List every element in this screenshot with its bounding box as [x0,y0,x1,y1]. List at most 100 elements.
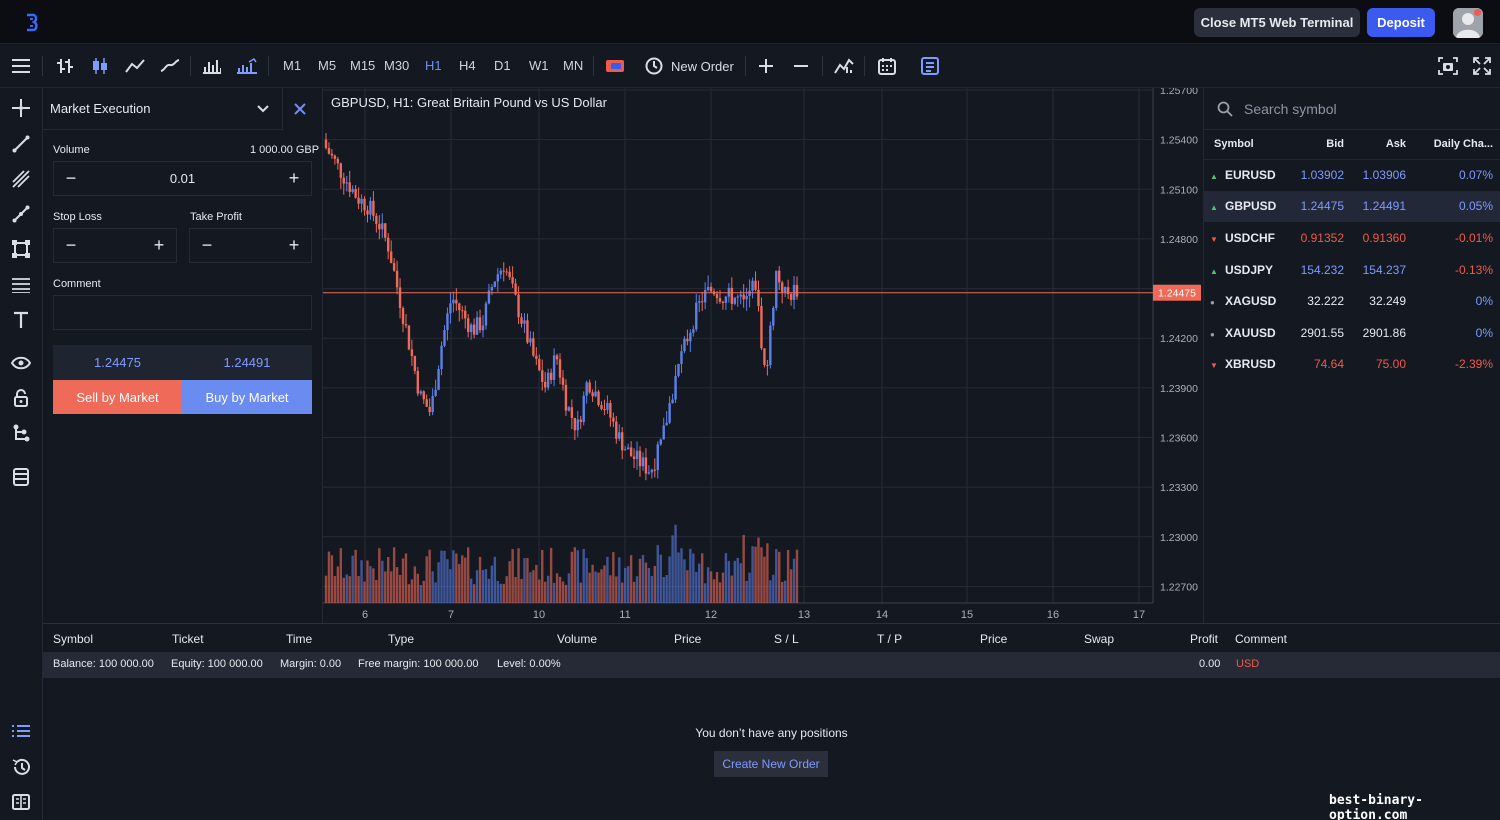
search-input[interactable] [1244,98,1484,120]
column-header-comment[interactable]: Comment [1235,632,1288,646]
take-profit-increase-button[interactable]: + [288,235,300,255]
table-row[interactable]: ▼ XBRUSD 74.64 75.00 -2.39% [1204,349,1500,381]
take-profit-decrease-button[interactable]: − [201,235,213,255]
text-tool-icon[interactable] [9,308,33,332]
ask-cell: 0.91360 [1362,230,1406,245]
positions-list-icon[interactable] [9,720,33,744]
column-header-price[interactable]: Price [674,632,702,646]
column-header-take-profit[interactable]: T / P [877,632,903,646]
timeframe-m30[interactable]: M30 [384,58,410,73]
candlestick-chart-icon[interactable] [88,54,112,78]
symbol-cell[interactable]: ▼ USDCHF [1204,222,1290,254]
calendar-icon[interactable] [875,54,899,78]
channel-icon[interactable] [9,167,33,191]
column-header-type[interactable]: Type [388,632,415,646]
history-icon[interactable] [9,755,33,779]
timeframe-w1[interactable]: W1 [529,58,549,73]
line-chart-icon[interactable] [123,54,147,78]
candle-body [348,182,351,192]
candle-body [481,325,485,331]
bar-chart-icon[interactable] [53,54,77,78]
eye-icon[interactable] [9,351,33,375]
journal-icon[interactable] [9,790,33,814]
volume-bar [401,558,405,603]
column-header-ticket[interactable]: Ticket [172,632,204,646]
symbol-cell[interactable]: ● XAUUSD [1204,317,1290,349]
column-header-profit[interactable]: Profit [1190,632,1219,646]
volume-bar [668,556,671,603]
volume-bar [558,576,562,603]
table-row[interactable]: ▲ EURUSD 1.03902 1.03906 0.07% [1204,159,1500,191]
trendline-icon[interactable] [9,132,33,156]
new-order-button[interactable]: New Order [645,54,734,78]
zoom-in-icon[interactable] [754,54,778,78]
column-header-ask[interactable]: Ask [1352,130,1414,160]
deposit-button[interactable]: Deposit [1367,8,1435,37]
stop-loss-increase-button[interactable]: + [153,235,165,255]
indicators-icon[interactable] [832,54,856,78]
y-tick-label: 1.25700 [1160,88,1198,97]
timeframe-m15[interactable]: M15 [350,58,376,73]
timeframe-d1[interactable]: D1 [494,58,511,73]
timeframe-mn[interactable]: MN [563,58,584,73]
object-tree-icon[interactable] [9,421,33,445]
create-new-order-button[interactable]: Create New Order [714,751,828,777]
real-volume-icon[interactable] [235,54,259,78]
table-row[interactable]: ● XAUUSD 2901.55 2901.86 0% [1204,317,1500,349]
candle-body [653,469,657,471]
close-order-panel-button[interactable] [288,98,312,120]
symbol-cell[interactable]: ▼ XBRUSD [1204,349,1290,381]
shapes-icon[interactable] [9,237,33,261]
volume-increase-button[interactable]: + [288,168,300,188]
volume-value[interactable]: 0.01 [169,171,196,186]
symbol-cell[interactable]: ● XAGUSD [1204,285,1290,317]
one-click-trading-icon[interactable] [603,54,627,78]
sell-by-market-button[interactable]: Sell by Market [53,380,182,414]
volume-decrease-button[interactable]: − [65,168,77,188]
table-row[interactable]: ▲ GBPUSD 1.24475 1.24491 0.05% [1204,190,1500,223]
column-header-symbol[interactable]: Symbol [53,632,94,646]
fullscreen-icon[interactable] [1470,54,1494,78]
timeframe-h1[interactable]: H1 [425,58,442,73]
candle-body [434,389,437,396]
notes-icon[interactable] [918,54,942,78]
price-chart[interactable]: 6 7 10 11 12 13 14 15 16 17 1.25700 1.25400 1.25100 1… [323,88,1203,623]
candle-body [360,198,363,204]
volume-bar [721,572,725,603]
column-header-volume[interactable]: Volume [557,632,598,646]
fibonacci-icon[interactable] [9,202,33,226]
timeframe-m1[interactable]: M1 [283,58,302,73]
area-chart-icon[interactable] [158,54,182,78]
timeframe-h4[interactable]: H4 [459,58,476,73]
table-row[interactable]: ▼ USDCHF 0.91352 0.91360 -0.01% [1204,222,1500,254]
volume-bars-icon[interactable] [200,54,224,78]
layers-icon[interactable] [9,465,33,489]
column-header-time[interactable]: Time [286,632,313,646]
comment-field[interactable] [53,295,312,330]
column-header-bid[interactable]: Bid [1290,130,1352,160]
close-terminal-button[interactable]: Close MT5 Web Terminal [1194,8,1360,37]
chart-canvas[interactable]: 6 7 10 11 12 13 14 15 16 17 1.25700 1.25400 1.25100 1… [323,88,1203,623]
column-header-symbol[interactable]: Symbol [1204,130,1290,160]
table-row[interactable]: ● XAGUSD 32.222 32.249 0% [1204,285,1500,317]
execution-type-select[interactable]: Market Execution [43,88,282,130]
symbol-cell[interactable]: ▲ EURUSD [1204,159,1290,191]
table-row[interactable]: ▲ USDJPY 154.232 154.237 -0.13% [1204,254,1500,286]
candle-body [520,317,523,324]
lock-icon[interactable] [9,386,33,410]
zoom-out-icon[interactable] [789,54,813,78]
crosshair-icon[interactable] [9,96,33,120]
column-header-current-price[interactable]: Price [980,632,1008,646]
column-header-swap[interactable]: Swap [1084,632,1115,646]
symbol-cell[interactable]: ▲ GBPUSD [1204,190,1290,223]
symbol-cell[interactable]: ▲ USDJPY [1204,254,1290,286]
column-header-daily-change[interactable]: Daily Cha... [1414,130,1500,160]
timeframe-m5[interactable]: M5 [318,58,337,73]
buy-by-market-button[interactable]: Buy by Market [182,380,312,414]
menu-icon[interactable] [9,54,33,78]
volume-bar [487,578,491,603]
screenshot-icon[interactable] [1436,54,1460,78]
stop-loss-decrease-button[interactable]: − [65,235,77,255]
column-header-stop-loss[interactable]: S / L [774,632,799,646]
gann-icon[interactable] [9,273,33,297]
